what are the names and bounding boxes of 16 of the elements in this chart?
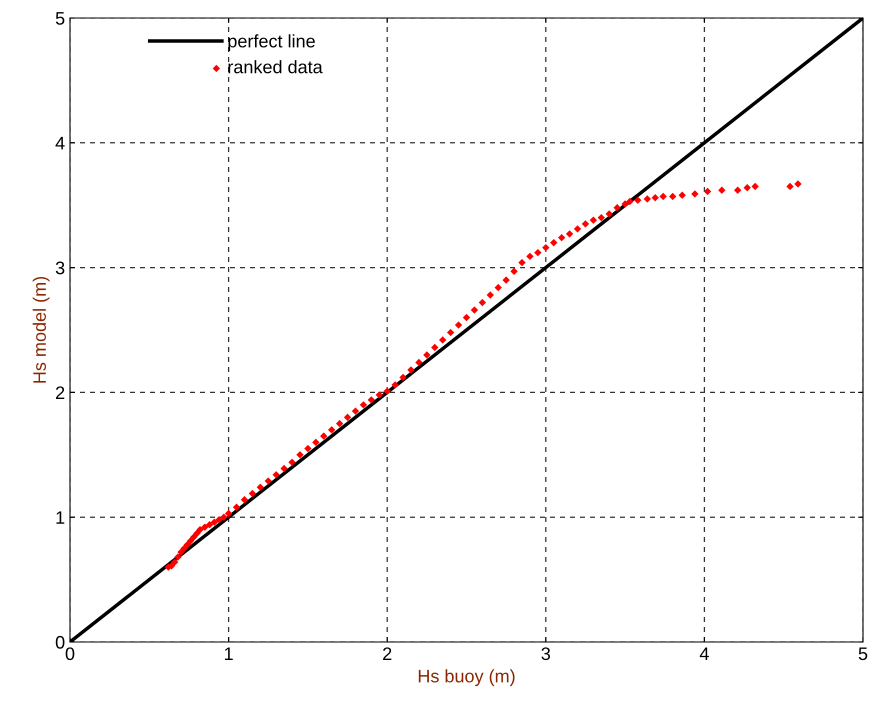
- x-tick-label: 0: [66, 647, 74, 660]
- y-tick-label: 0: [56, 636, 64, 649]
- y-tick-label: 1: [56, 511, 64, 524]
- x-axis-title: Hs buoy (m): [418, 669, 515, 686]
- y-axis-title: Hs model (m): [32, 276, 50, 383]
- y-tick-label: 2: [56, 386, 64, 399]
- x-tick-label: 5: [858, 648, 868, 660]
- x-tick-label: 4: [700, 648, 709, 660]
- legend-label: perfect line: [228, 34, 315, 52]
- x-tick-label: 3: [541, 647, 550, 660]
- y-tick-label: 4: [56, 136, 65, 150]
- y-tick-label: 5: [56, 12, 64, 25]
- x-tick-label: 1: [224, 648, 233, 660]
- y-tick-label: 3: [56, 262, 64, 274]
- x-tick-label: 2: [383, 647, 392, 660]
- legend-label: ranked data: [228, 60, 323, 74]
